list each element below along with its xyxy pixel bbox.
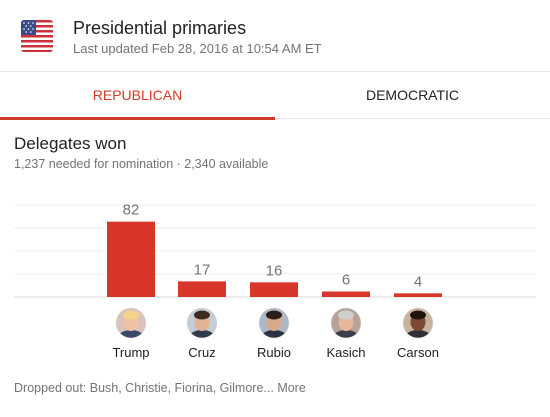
candidate-name-rubio[interactable]: Rubio [257,345,291,360]
value-label-trump: 82 [123,202,140,219]
bar-carson[interactable] [394,293,442,297]
us-flag-icon [21,20,53,52]
bar-kasich[interactable] [322,291,370,297]
card-title: Presidential primaries [73,18,247,38]
candidate-name-trump[interactable]: Trump [112,345,149,360]
card-header: Presidential primaries Last updated Feb … [0,0,550,72]
more-link[interactable]: More [277,381,306,395]
tab-republican-label: REPUBLICAN [92,87,183,103]
candidate-photo-icon[interactable] [330,307,362,348]
tab-republican[interactable]: REPUBLICAN [0,72,275,120]
value-label-kasich: 6 [342,271,350,288]
value-label-carson: 4 [414,273,422,290]
candidate-photo-icon[interactable] [258,307,290,348]
section-title: Delegates won [14,134,127,153]
selected-tab-indicator [0,117,275,120]
dropped-out-line: Dropped out: Bush, Christie, Fiorina, Gi… [14,381,306,395]
section-subtitle: 1,237 needed for nomination · 2,340 avai… [14,157,269,171]
last-updated-text: Last updated Feb 28, 2016 at 10:54 AM ET [73,41,322,56]
candidate-name-cruz[interactable]: Cruz [188,345,215,360]
bar-cruz[interactable] [178,281,226,297]
candidate-name-carson[interactable]: Carson [397,345,439,360]
bar-trump[interactable] [107,221,155,297]
candidate-photo-icon[interactable] [115,307,147,348]
delegates-bar-chart: 82 Trump 17 Cruz 16 Rubio 6 Kasich 4 Carson [14,202,536,360]
party-tabs: REPUBLICAN DEMOCRATIC [0,72,550,120]
candidate-photo-icon[interactable] [402,307,434,348]
value-label-cruz: 17 [194,261,211,278]
tab-democratic[interactable]: DEMOCRATIC [275,72,550,119]
dropped-out-text: Dropped out: Bush, Christie, Fiorina, Gi… [14,381,274,395]
candidate-name-kasich[interactable]: Kasich [326,345,365,360]
bar-rubio[interactable] [250,282,298,297]
value-label-rubio: 16 [266,262,283,279]
tab-democratic-label: DEMOCRATIC [365,87,460,103]
candidate-photo-icon[interactable] [186,307,218,348]
